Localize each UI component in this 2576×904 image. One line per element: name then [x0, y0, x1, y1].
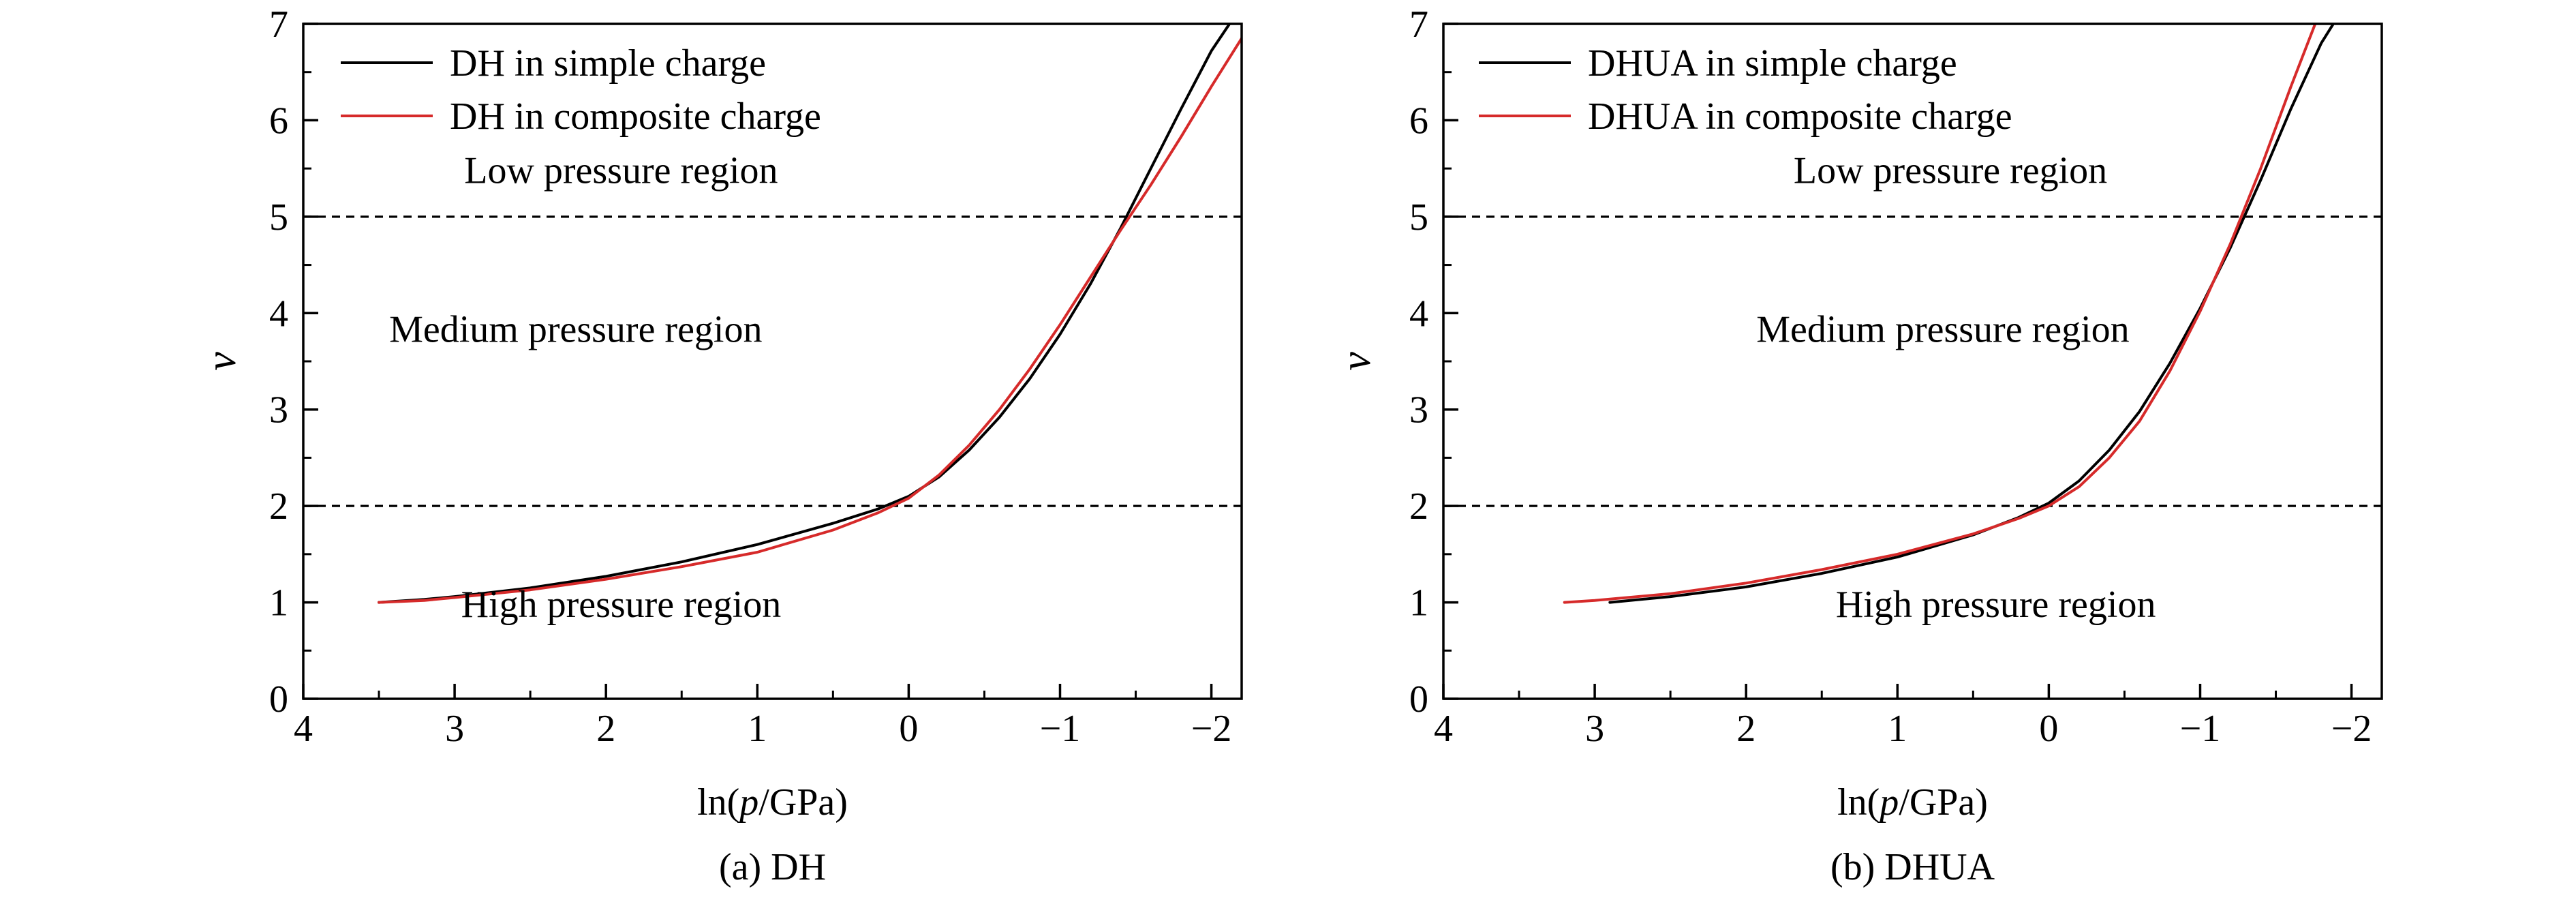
x-tick-label: 4 [1434, 708, 1453, 750]
y-tick-label: 4 [269, 292, 288, 335]
x-axis-label: ln(p/GPa) [1837, 781, 1988, 824]
region-annotation: Medium pressure region [1756, 309, 2129, 351]
legend-entry: DHUA in simple charge [1588, 42, 1957, 85]
y-axis-label: ν [198, 352, 245, 371]
y-tick-label: 7 [1409, 3, 1428, 46]
x-axis-label: ln(p/GPa) [697, 781, 848, 824]
x-tick-label: 3 [445, 708, 464, 750]
y-tick-label: 0 [1409, 678, 1428, 721]
x-tick-label: −1 [1040, 708, 1081, 750]
series-line-composite-charge [378, 37, 1242, 604]
x-tick-label: 0 [899, 708, 918, 750]
x-tick-label: 1 [1888, 708, 1907, 750]
region-annotation: Low pressure region [1794, 149, 2107, 192]
legend-entry: DH in composite charge [450, 95, 821, 138]
y-tick-label: 6 [1409, 100, 1428, 142]
x-tick-label: 1 [748, 708, 767, 750]
chart-panel-dhua: 4 3 2 1 0 −1 −2 0 1 2 3 4 5 6 7 DHUA in simple charge DH… [1333, 3, 2383, 888]
x-tick-label: 2 [1736, 708, 1755, 750]
y-tick-label: 4 [1409, 292, 1428, 335]
region-annotation: High pressure region [1836, 584, 2156, 626]
y-tick-label: 3 [1409, 389, 1428, 432]
x-tick-label: 3 [1585, 708, 1604, 750]
legend-entry: DHUA in composite charge [1588, 95, 2012, 138]
y-tick-label: 0 [269, 678, 288, 721]
y-tick-label: 6 [269, 100, 288, 142]
region-annotation: Medium pressure region [389, 309, 762, 351]
series-line-simple-charge [378, 24, 1231, 604]
y-tick-label: 5 [1409, 196, 1428, 239]
y-tick-label: 1 [269, 582, 288, 624]
y-tick-label: 7 [269, 3, 288, 46]
legend-entry: DH in simple charge [450, 42, 766, 85]
region-annotation: High pressure region [461, 584, 782, 626]
x-tick-label: −2 [2331, 708, 2372, 750]
y-axis-label: ν [1333, 352, 1379, 371]
x-tick-label: 2 [596, 708, 615, 750]
x-tick-label: −1 [2180, 708, 2221, 750]
y-tick-label: 2 [1409, 485, 1428, 528]
y-tick-label: 2 [269, 485, 288, 528]
y-tick-label: 5 [269, 196, 288, 239]
region-annotation: Low pressure region [464, 149, 778, 192]
y-tick-label: 1 [1409, 582, 1428, 624]
series-line-simple-charge [1608, 24, 2335, 604]
panel-caption: (a) DH [719, 846, 826, 888]
x-tick-label: 4 [294, 708, 313, 750]
panel-caption: (b) DHUA [1830, 846, 1995, 888]
series-line-composite-charge [1563, 24, 2317, 604]
x-tick-label: 0 [2039, 708, 2058, 750]
y-tick-label: 3 [269, 389, 288, 432]
x-tick-label: −2 [1191, 708, 1232, 750]
chart-panel-dh: 4 3 2 1 0 −1 −2 0 1 2 3 4 5 6 7 DH in simple charge DH i… [198, 3, 1243, 888]
